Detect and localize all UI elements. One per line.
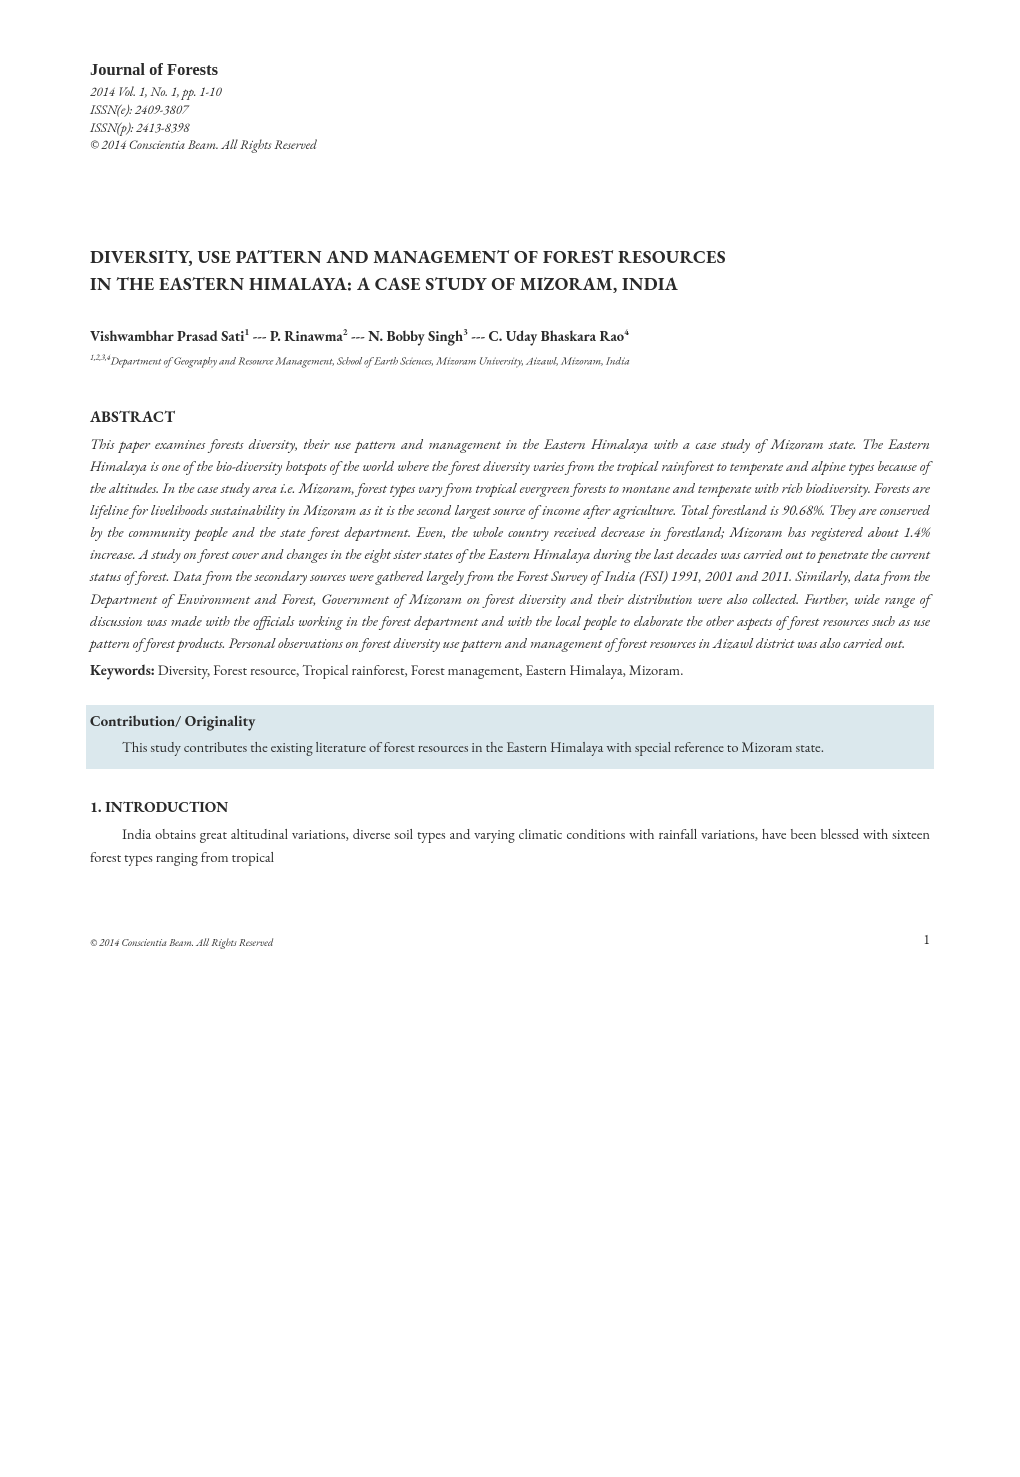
author-sep-1: --- <box>249 326 270 345</box>
keywords-line: Keywords: Diversity, Forest resource, Tr… <box>90 661 930 682</box>
footer-copyright: © 2014 Conscientia Beam. All Rights Rese… <box>90 936 273 951</box>
page-footer: © 2014 Conscientia Beam. All Rights Rese… <box>90 931 930 951</box>
introduction-heading: 1. INTRODUCTION <box>90 797 930 818</box>
contribution-heading: Contribution/ Originality <box>90 711 930 732</box>
affiliation-sup: 1,2,3,4 <box>90 353 111 363</box>
contribution-body: This study contributes the existing lite… <box>90 738 930 759</box>
affiliation-line: 1,2,3,4Department of Geography and Resou… <box>90 353 930 370</box>
contribution-box: Contribution/ Originality This study con… <box>86 705 934 769</box>
introduction-body: India obtains great altitudinal variatio… <box>90 824 930 869</box>
author-1-name: Vishwambhar Prasad Sati <box>90 326 244 345</box>
header-copyright: © 2014 Conscientia Beam. All Rights Rese… <box>90 136 930 154</box>
issue-line: 2014 Vol. 1, No. 1, pp. 1-10 <box>90 83 930 101</box>
keywords-label: Keywords: <box>90 661 155 680</box>
abstract-heading: ABSTRACT <box>90 406 930 428</box>
journal-header: Journal of Forests 2014 Vol. 1, No. 1, p… <box>90 58 930 154</box>
author-4-name: C. Uday Bhaskara Rao <box>488 326 624 345</box>
issn-p-line: ISSN(p): 2413-8398 <box>90 119 930 137</box>
issn-e-line: ISSN(e): 2409-3807 <box>90 101 930 119</box>
abstract-body: This paper examines forests diversity, t… <box>90 434 930 654</box>
journal-name: Journal of Forests <box>90 58 930 81</box>
author-2-name: P. Rinawma <box>270 326 343 345</box>
authors-line: Vishwambhar Prasad Sati1 --- P. Rinawma2… <box>90 326 930 347</box>
title-line-2: IN THE EASTERN HIMALAYA: A CASE STUDY OF… <box>90 271 930 298</box>
keywords-text: Diversity, Forest resource, Tropical rai… <box>155 661 684 680</box>
paper-title: DIVERSITY, USE PATTERN AND MANAGEMENT OF… <box>90 244 930 298</box>
author-3-name: N. Bobby Singh <box>368 326 463 345</box>
author-sep-3: --- <box>468 326 489 345</box>
author-4-sup: 4 <box>624 326 629 338</box>
author-sep-2: --- <box>348 326 369 345</box>
title-line-1: DIVERSITY, USE PATTERN AND MANAGEMENT OF… <box>90 244 930 271</box>
affiliation-text: Department of Geography and Resource Man… <box>111 355 630 369</box>
page-number: 1 <box>923 931 930 951</box>
